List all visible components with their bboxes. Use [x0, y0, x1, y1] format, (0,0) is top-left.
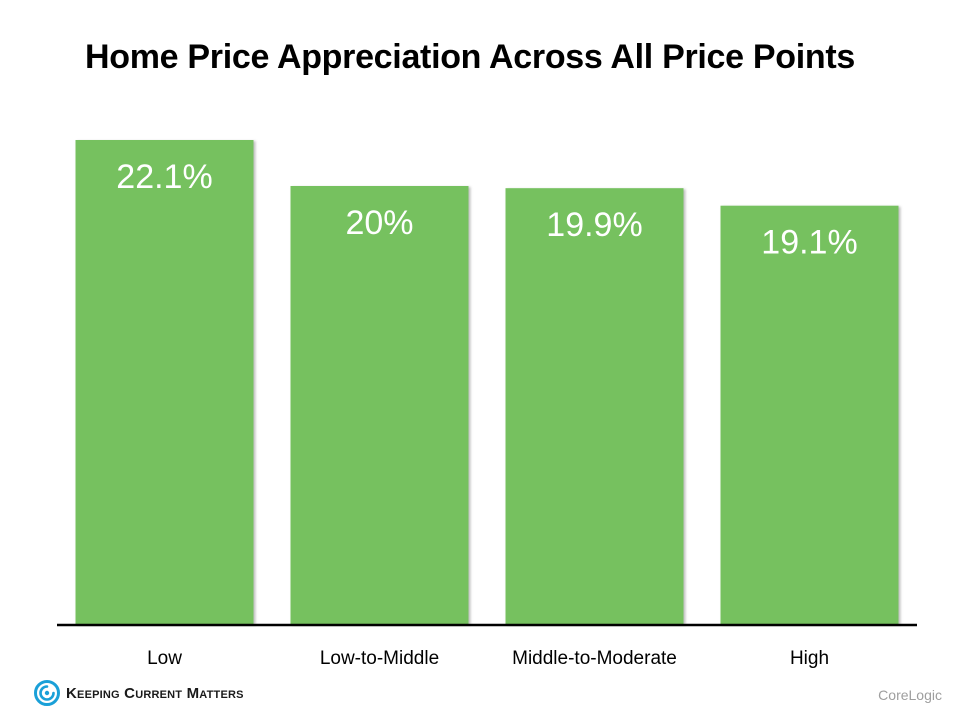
category-label: High	[790, 648, 829, 669]
data-label: 22.1%	[116, 158, 212, 196]
brand-name: Keeping Current Matters	[66, 684, 244, 702]
kcm-swirl-icon	[34, 680, 60, 706]
bar-high	[720, 205, 899, 624]
chart-title: Home Price Appreciation Across All Price…	[84, 38, 856, 76]
brand-logo: Keeping Current Matters	[34, 680, 244, 706]
data-label: 20%	[345, 204, 413, 242]
data-label: 19.1%	[761, 224, 857, 262]
bars-group	[75, 140, 899, 624]
category-label: Low-to-Middle	[320, 648, 439, 669]
bar-low	[75, 140, 254, 624]
category-label: Middle-to-Moderate	[512, 648, 677, 669]
data-label: 19.9%	[546, 206, 642, 244]
bar-low-to-middle	[290, 185, 469, 624]
data-labels-group: 22.1% 20% 19.9% 19.1%	[116, 158, 857, 262]
source-label: CoreLogic	[878, 687, 942, 703]
category-labels-group: Low Low-to-Middle Middle-to-Moderate High	[147, 648, 829, 669]
category-label: Low	[147, 648, 182, 669]
bar-middle-to-moderate	[505, 188, 684, 624]
